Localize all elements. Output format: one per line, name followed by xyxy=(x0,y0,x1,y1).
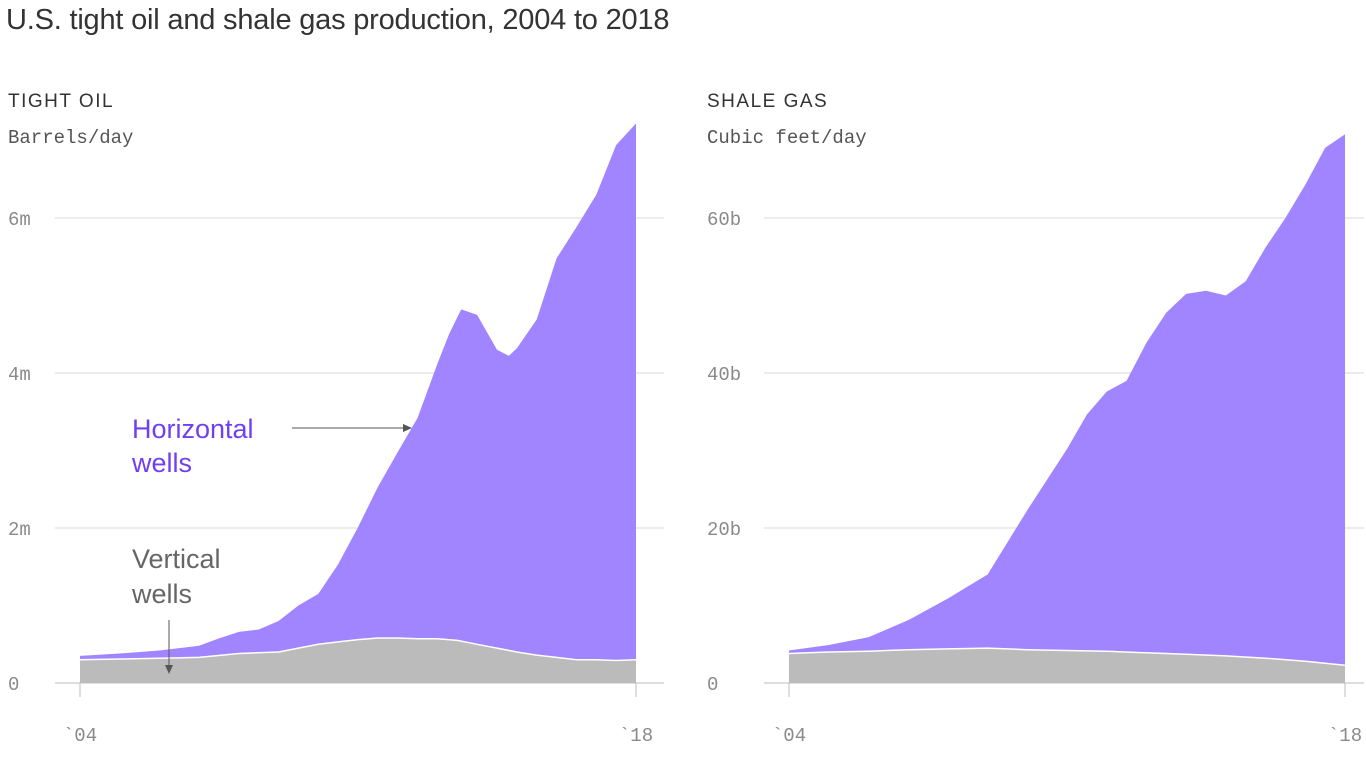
gas-ytick-label-2: 40b xyxy=(707,364,741,386)
oil-ytick-label-2: 4m xyxy=(8,364,31,386)
gas-unit-label: Cubic feet/day xyxy=(707,127,867,149)
gas-vertical-wells-area xyxy=(789,648,1345,683)
vertical-label-line2: wells xyxy=(131,579,192,609)
oil-vertical-wells-boundary xyxy=(79,637,637,662)
horizontal-label-line2: wells xyxy=(131,448,192,478)
oil-ytick-label-0: 0 xyxy=(8,674,19,696)
oil-unit-label: Barrels/day xyxy=(8,127,134,149)
annotations: Horizontal wells Vertical wells xyxy=(131,414,412,674)
oil-panel-title: TIGHT OIL xyxy=(8,91,115,112)
gas-xtick-label-1: `18 xyxy=(1328,725,1362,747)
gas-horizontal-wells-area xyxy=(789,134,1345,666)
gas-chart: 0 20b 40b 60b `04 `18 xyxy=(707,134,1364,747)
oil-ytick-label-1: 2m xyxy=(8,519,31,541)
vertical-arrowhead xyxy=(165,665,173,674)
oil-chart: 0 2m 4m 6m `04 `18 xyxy=(8,123,664,747)
gas-panel-title: SHALE GAS xyxy=(707,91,829,112)
horizontal-label-line1: Horizontal xyxy=(132,414,254,444)
gas-ytick-label-1: 20b xyxy=(707,519,741,541)
oil-xtick-label-0: `04 xyxy=(63,725,97,747)
oil-horizontal-wells-area xyxy=(80,123,636,661)
horizontal-arrowhead xyxy=(403,424,412,432)
gas-xtick-label-0: `04 xyxy=(772,725,806,747)
oil-ytick-label-3: 6m xyxy=(8,209,31,231)
gas-ytick-label-3: 60b xyxy=(707,209,741,231)
page-title: U.S. tight oil and shale gas production,… xyxy=(6,4,670,36)
vertical-label-line1: Vertical xyxy=(132,544,221,574)
gas-ytick-label-0: 0 xyxy=(707,674,718,696)
oil-vertical-wells-area xyxy=(80,638,636,683)
gas-vertical-wells-boundary xyxy=(788,647,1346,666)
oil-xtick-label-1: `18 xyxy=(619,725,653,747)
